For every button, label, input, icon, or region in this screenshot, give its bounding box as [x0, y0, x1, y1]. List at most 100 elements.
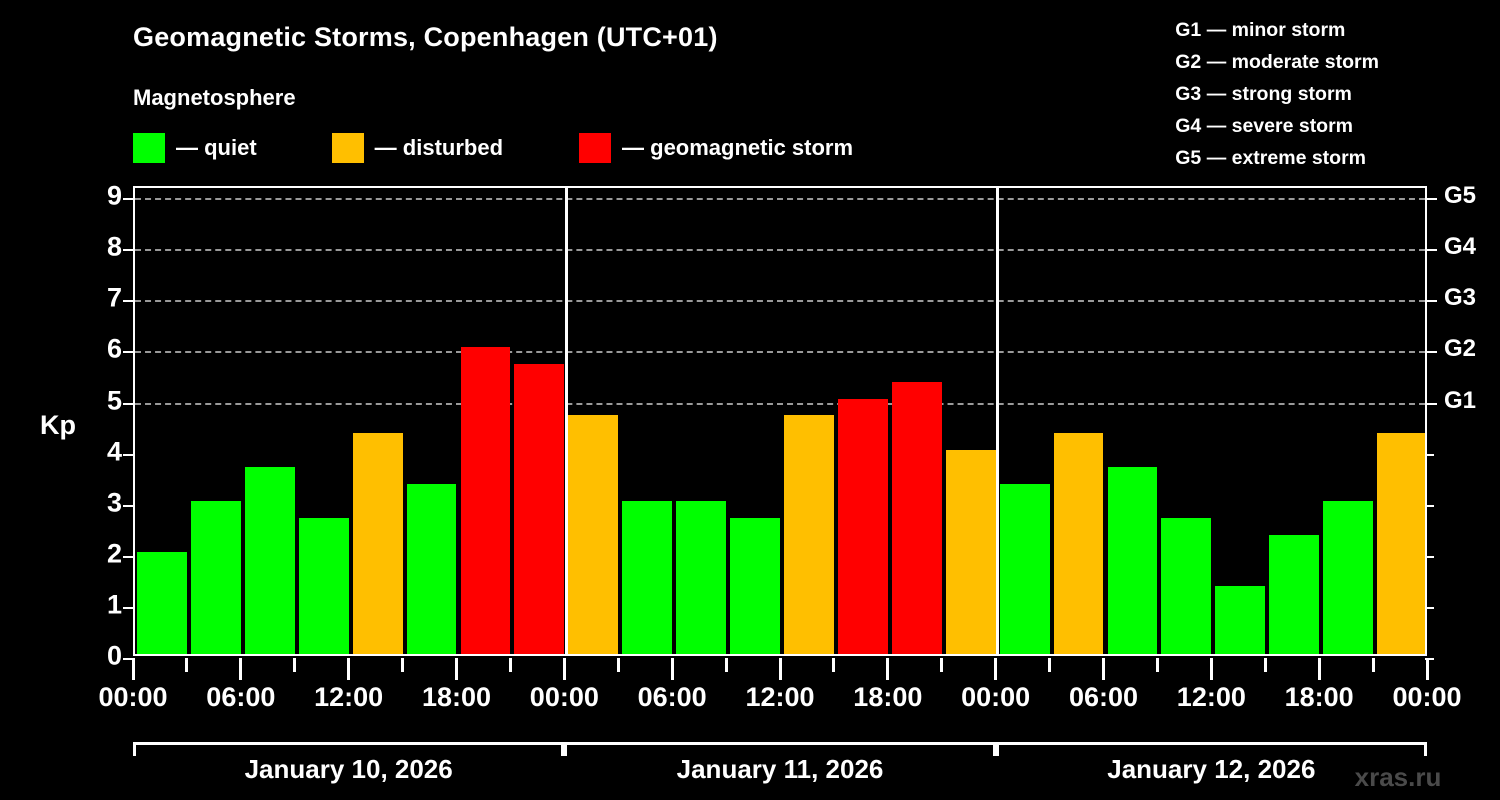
- g-minor-tick-2: [1425, 555, 1434, 558]
- bar-2[interactable]: [190, 500, 241, 654]
- bar-15[interactable]: [891, 381, 942, 654]
- legend-label-quiet: — quiet: [176, 135, 257, 160]
- x-tick-36h: [778, 658, 782, 680]
- x-tick-60h: [1209, 658, 1213, 680]
- bar-7[interactable]: [460, 347, 511, 654]
- x-tick-48h: [994, 658, 998, 680]
- y-axis-label-5: 5: [106, 385, 122, 416]
- x-tick-66h: [1317, 658, 1321, 680]
- bar-16[interactable]: [945, 449, 996, 654]
- bar-17[interactable]: [999, 483, 1050, 654]
- x-tick-33h: [724, 658, 728, 672]
- bar-3[interactable]: [244, 466, 295, 654]
- bar-23[interactable]: [1323, 500, 1374, 654]
- g-tick-G4: [1425, 249, 1437, 252]
- y-tick-4: [123, 453, 135, 456]
- g-minor-tick-0: [1425, 658, 1434, 660]
- x-tick-12h: [347, 658, 351, 680]
- gridline-kp-8: [135, 249, 1425, 252]
- x-tick-30h: [670, 658, 674, 680]
- day-bracket-cap-0-0: [133, 742, 136, 756]
- y-axis-title: Kp: [40, 410, 76, 440]
- y-axis-label-7: 7: [106, 282, 122, 313]
- y-tick-2: [123, 555, 135, 558]
- g-scale-legend: G1 — minor storm G2 — moderate storm G3 …: [1175, 14, 1379, 174]
- x-axis-label-6: 12:00: [745, 682, 815, 712]
- bar-19[interactable]: [1107, 466, 1158, 654]
- legend-label-disturbed: — disturbed: [374, 135, 504, 160]
- legend-item-storm: — geomagnetic storm: [579, 133, 853, 163]
- legend-swatch-quiet: [133, 133, 165, 163]
- bar-18[interactable]: [1053, 432, 1104, 654]
- legend-label-storm: — geomagnetic storm: [622, 135, 854, 160]
- bar-13[interactable]: [784, 415, 834, 654]
- x-axis-label-2: 12:00: [314, 682, 384, 712]
- x-axis-label-12: 00:00: [1392, 682, 1462, 712]
- g-scale-line-g4: G4 — severe storm: [1175, 115, 1354, 137]
- g-scale-line-g5: G5 — extreme storm: [1175, 147, 1367, 169]
- bar-20[interactable]: [1161, 517, 1212, 654]
- day-separator-1: [564, 188, 568, 654]
- x-tick-15h: [401, 658, 405, 672]
- magnetosphere-label: Magnetosphere: [133, 85, 296, 110]
- x-tick-72h: [1425, 658, 1429, 680]
- g-axis-label-G1: G1: [1444, 386, 1477, 414]
- day-label-0: January 10, 2026: [244, 754, 453, 784]
- gridline-kp-5: [135, 402, 1425, 405]
- y-axis-label-6: 6: [106, 333, 122, 364]
- x-axis-label-9: 06:00: [1068, 682, 1139, 712]
- x-tick-18h: [455, 658, 458, 680]
- day-separator-2: [996, 188, 1000, 654]
- watermark: xras.ru: [1354, 762, 1442, 792]
- x-tick-42h: [886, 658, 890, 680]
- y-tick-8: [123, 249, 135, 252]
- y-tick-6: [123, 351, 135, 354]
- day-bracket-cap-2-1: [1424, 742, 1427, 756]
- g-tick-G3: [1425, 300, 1437, 303]
- x-tick-0h: [131, 658, 135, 680]
- legend-swatch-disturbed: [331, 133, 364, 163]
- bar-10[interactable]: [622, 500, 673, 654]
- x-tick-51h: [1048, 658, 1052, 672]
- bar-5[interactable]: [352, 432, 403, 654]
- day-bracket-cap-2-0: [995, 742, 999, 756]
- legend: — quiet — disturbed — geomagnetic storm: [133, 133, 853, 163]
- gridline-kp-9: [135, 198, 1425, 201]
- g-axis-label-G4: G4: [1444, 233, 1477, 261]
- g-tick-G2: [1425, 351, 1437, 354]
- bar-9[interactable]: [568, 415, 619, 654]
- y-tick-0: [123, 658, 135, 660]
- g-axis-label-G2: G2: [1444, 335, 1477, 363]
- y-axis-label-1: 1: [106, 589, 122, 620]
- bar-11[interactable]: [676, 500, 727, 654]
- day-bracket-cap-1-1: [992, 742, 996, 756]
- x-axis-label-10: 12:00: [1176, 682, 1246, 712]
- bar-21[interactable]: [1215, 586, 1266, 654]
- y-axis-label-0: 0: [106, 640, 122, 671]
- bar-6[interactable]: [406, 483, 457, 654]
- bar-4[interactable]: [298, 517, 349, 654]
- x-tick-39h: [832, 658, 836, 672]
- x-tick-69h: [1371, 658, 1375, 672]
- legend-item-disturbed: — disturbed: [331, 133, 504, 163]
- day-label-1: January 11, 2026: [676, 754, 884, 784]
- bar-14[interactable]: [837, 398, 888, 654]
- x-axis-label-3: 18:00: [421, 682, 492, 712]
- g-tick-G5: [1425, 198, 1437, 201]
- bar-8[interactable]: [514, 364, 565, 654]
- y-tick-7: [123, 300, 135, 303]
- y-axis-label-8: 8: [106, 231, 122, 262]
- x-tick-54h: [1102, 658, 1105, 680]
- y-tick-9: [123, 198, 135, 201]
- x-tick-27h: [616, 658, 620, 672]
- x-tick-21h: [508, 658, 512, 672]
- bar-24[interactable]: [1377, 432, 1425, 654]
- day-bracket-0: [133, 742, 565, 745]
- g-scale-line-g1: G1 — minor storm: [1175, 19, 1346, 41]
- y-tick-5: [123, 402, 135, 405]
- x-tick-45h: [940, 658, 944, 672]
- bar-12[interactable]: [730, 517, 780, 654]
- bar-22[interactable]: [1269, 534, 1320, 654]
- g-minor-tick-3: [1425, 504, 1434, 507]
- bar-1[interactable]: [137, 551, 187, 654]
